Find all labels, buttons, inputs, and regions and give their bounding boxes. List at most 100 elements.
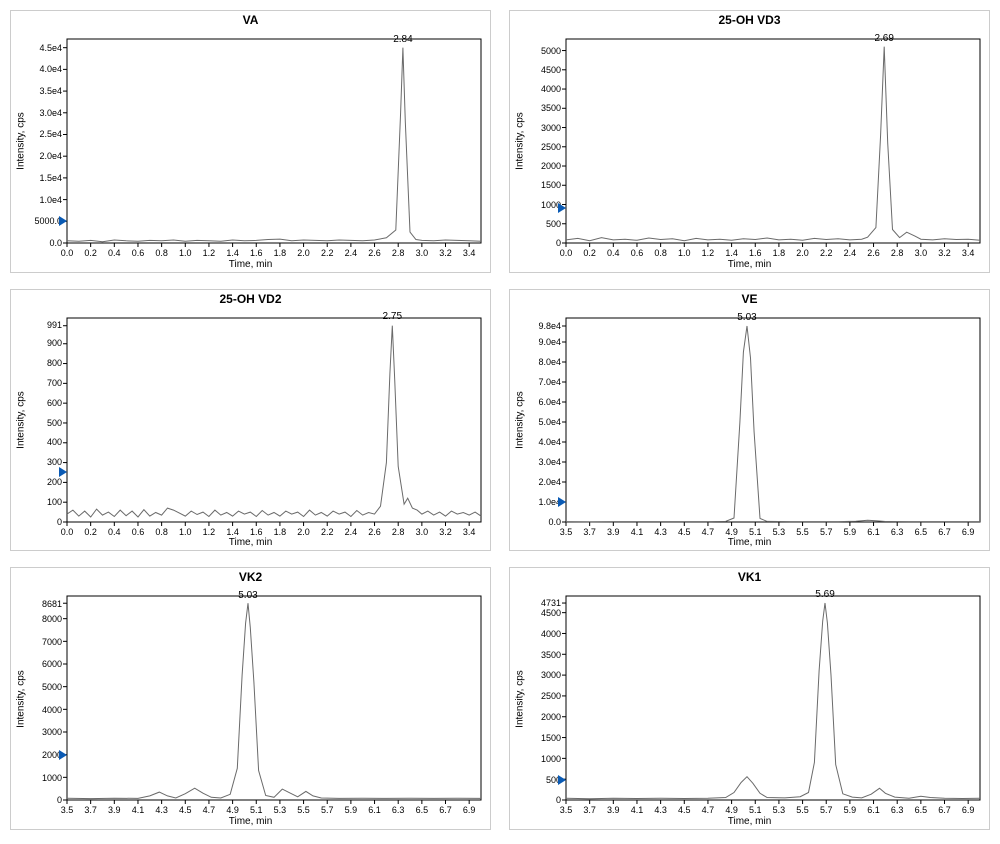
x-tick-label: 3.0 — [416, 248, 429, 258]
x-tick-label: 6.9 — [962, 805, 975, 815]
y-axis-label: Intensity, cps — [515, 391, 526, 449]
x-tick-label: 6.5 — [915, 805, 928, 815]
y-tick-label: 2.0e4 — [39, 151, 62, 161]
x-tick-label: 5.9 — [844, 805, 857, 815]
y-tick-label: 3500 — [541, 650, 561, 660]
x-tick-label: 6.3 — [891, 805, 904, 815]
x-tick-label: 3.9 — [607, 527, 620, 537]
x-tick-label: 2.4 — [345, 248, 358, 258]
panel-title: VK1 — [510, 570, 989, 584]
x-tick-label: 4.3 — [155, 805, 168, 815]
x-tick-label: 1.2 — [702, 248, 715, 258]
x-tick-label: 1.6 — [250, 248, 263, 258]
y-tick-label: 800 — [47, 358, 62, 368]
x-tick-label: 4.1 — [631, 805, 644, 815]
x-tick-label: 0.4 — [607, 248, 620, 258]
y-tick-label: 200 — [47, 477, 62, 487]
x-axis-label: Time, min — [11, 537, 490, 548]
y-tick-label: 4000 — [42, 705, 62, 715]
plot-area — [510, 11, 988, 271]
chromatogram-panel: VA0.00.20.40.60.81.01.21.41.61.82.02.22.… — [10, 10, 491, 273]
y-tick-label: 7.0e4 — [538, 377, 561, 387]
x-tick-label: 3.9 — [607, 805, 620, 815]
panel-title: VE — [510, 292, 989, 306]
y-tick-label: 0.0 — [49, 238, 62, 248]
x-tick-label: 2.0 — [297, 248, 310, 258]
x-tick-label: 5.1 — [749, 805, 762, 815]
chromatogram-panel: VE3.53.73.94.14.34.54.74.95.15.35.55.75.… — [509, 289, 990, 552]
x-tick-label: 0.4 — [108, 248, 121, 258]
y-tick-label: 991 — [47, 320, 62, 330]
y-tick-label: 9.0e4 — [538, 337, 561, 347]
x-tick-label: 6.7 — [439, 805, 452, 815]
x-tick-label: 4.7 — [203, 805, 216, 815]
y-tick-label: 2500 — [541, 142, 561, 152]
plot-area — [11, 11, 489, 271]
trace-line — [67, 604, 481, 799]
x-tick-label: 1.4 — [226, 527, 239, 537]
y-tick-label: 1.0e4 — [39, 195, 62, 205]
x-tick-label: 4.9 — [725, 527, 738, 537]
x-tick-label: 0.8 — [155, 527, 168, 537]
y-axis-label: Intensity, cps — [16, 670, 27, 728]
x-axis-label: Time, min — [11, 259, 490, 270]
x-tick-label: 1.0 — [179, 248, 192, 258]
x-tick-label: 5.1 — [749, 527, 762, 537]
y-tick-label: 4500 — [541, 65, 561, 75]
y-tick-label: 3500 — [541, 103, 561, 113]
x-tick-label: 3.0 — [915, 248, 928, 258]
x-tick-label: 2.8 — [891, 248, 904, 258]
y-tick-label: 1000 — [42, 773, 62, 783]
y-tick-label: 0 — [57, 517, 62, 527]
peak-label: 2.84 — [393, 34, 412, 45]
x-tick-label: 1.4 — [226, 248, 239, 258]
x-axis-label: Time, min — [510, 816, 989, 827]
axis-marker-icon — [59, 467, 67, 477]
plot-area — [510, 568, 988, 828]
chromatogram-panel: VK13.53.73.94.14.34.54.74.95.15.35.55.75… — [509, 567, 990, 830]
panel-title: VA — [11, 13, 490, 27]
x-tick-label: 2.2 — [820, 248, 833, 258]
y-tick-label: 700 — [47, 378, 62, 388]
x-tick-label: 0.2 — [583, 248, 596, 258]
x-tick-label: 3.4 — [463, 248, 476, 258]
x-tick-label: 4.7 — [702, 805, 715, 815]
x-tick-label: 1.0 — [179, 527, 192, 537]
x-tick-label: 1.4 — [725, 248, 738, 258]
peak-label: 2.69 — [874, 33, 893, 44]
peak-label: 5.03 — [238, 590, 257, 601]
y-tick-label: 900 — [47, 338, 62, 348]
y-tick-label: 0.0 — [548, 517, 561, 527]
x-tick-label: 2.6 — [368, 248, 381, 258]
x-tick-label: 3.5 — [560, 527, 573, 537]
y-tick-label: 1.5e4 — [39, 173, 62, 183]
x-tick-label: 1.2 — [203, 527, 216, 537]
x-tick-label: 0.0 — [61, 248, 74, 258]
x-tick-label: 5.3 — [274, 805, 287, 815]
x-tick-label: 6.7 — [938, 805, 951, 815]
y-tick-label: 500 — [47, 418, 62, 428]
x-tick-label: 5.5 — [297, 805, 310, 815]
x-tick-label: 1.8 — [773, 248, 786, 258]
y-axis-label: Intensity, cps — [515, 113, 526, 171]
x-tick-label: 5.9 — [844, 527, 857, 537]
x-tick-label: 3.7 — [84, 805, 97, 815]
x-tick-label: 0.6 — [132, 527, 145, 537]
axis-marker-icon — [59, 750, 67, 760]
y-tick-label: 9.8e4 — [538, 321, 561, 331]
x-tick-label: 5.5 — [796, 805, 809, 815]
y-tick-label: 8000 — [42, 614, 62, 624]
x-tick-label: 2.6 — [867, 248, 880, 258]
y-tick-label: 4000 — [541, 84, 561, 94]
y-tick-label: 500 — [546, 219, 561, 229]
x-tick-label: 6.5 — [416, 805, 429, 815]
trace-line — [566, 47, 980, 241]
trace-line — [566, 326, 980, 522]
x-tick-label: 6.1 — [368, 805, 381, 815]
x-tick-label: 0.2 — [84, 527, 97, 537]
y-tick-label: 4731 — [541, 598, 561, 608]
x-tick-label: 1.6 — [749, 248, 762, 258]
y-tick-label: 2.5e4 — [39, 129, 62, 139]
x-tick-label: 2.0 — [796, 248, 809, 258]
trace-line — [67, 325, 481, 516]
